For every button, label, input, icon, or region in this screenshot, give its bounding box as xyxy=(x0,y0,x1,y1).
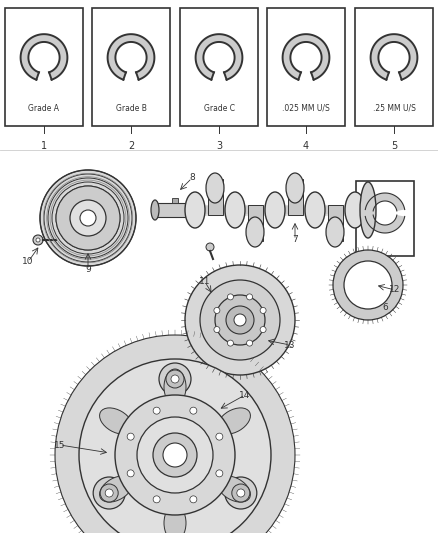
Circle shape xyxy=(153,407,160,414)
Polygon shape xyxy=(371,34,417,80)
Ellipse shape xyxy=(217,408,251,434)
Polygon shape xyxy=(108,34,155,80)
Circle shape xyxy=(234,314,246,326)
Circle shape xyxy=(185,265,295,375)
Circle shape xyxy=(247,340,253,346)
Ellipse shape xyxy=(305,192,325,228)
Polygon shape xyxy=(283,34,329,80)
Text: 3: 3 xyxy=(216,141,222,151)
Circle shape xyxy=(127,433,134,440)
Circle shape xyxy=(227,294,233,300)
Ellipse shape xyxy=(151,200,159,220)
Text: 9: 9 xyxy=(85,265,91,274)
Circle shape xyxy=(115,395,235,515)
Circle shape xyxy=(226,306,254,334)
Bar xyxy=(92,8,170,126)
Bar xyxy=(155,203,190,217)
Bar xyxy=(180,8,258,126)
Ellipse shape xyxy=(265,192,285,228)
Text: 13: 13 xyxy=(284,341,296,350)
Circle shape xyxy=(105,489,113,497)
Circle shape xyxy=(216,470,223,477)
Ellipse shape xyxy=(164,505,186,533)
Polygon shape xyxy=(365,215,405,233)
Text: 11: 11 xyxy=(199,278,211,287)
Circle shape xyxy=(215,295,265,345)
Circle shape xyxy=(225,477,257,509)
Ellipse shape xyxy=(225,192,245,228)
Circle shape xyxy=(137,417,213,493)
Circle shape xyxy=(100,484,118,502)
Text: 6: 6 xyxy=(382,303,388,312)
Circle shape xyxy=(190,407,197,414)
Circle shape xyxy=(247,294,253,300)
Circle shape xyxy=(153,496,160,503)
Ellipse shape xyxy=(164,369,186,405)
Circle shape xyxy=(171,375,179,383)
Ellipse shape xyxy=(99,476,133,502)
Ellipse shape xyxy=(206,173,224,203)
Text: 10: 10 xyxy=(22,257,34,266)
Text: Grade C: Grade C xyxy=(204,104,234,113)
Circle shape xyxy=(55,335,295,533)
Bar xyxy=(355,8,433,126)
Circle shape xyxy=(200,280,280,360)
Bar xyxy=(247,205,262,241)
Ellipse shape xyxy=(360,182,376,238)
Circle shape xyxy=(79,359,271,533)
Circle shape xyxy=(36,238,40,242)
Ellipse shape xyxy=(326,217,344,247)
Circle shape xyxy=(93,477,125,509)
Bar xyxy=(328,205,343,241)
Circle shape xyxy=(127,470,134,477)
Ellipse shape xyxy=(246,217,264,247)
Circle shape xyxy=(214,308,220,313)
Circle shape xyxy=(166,370,184,388)
Bar xyxy=(208,179,223,215)
Circle shape xyxy=(260,308,266,313)
Circle shape xyxy=(159,363,191,395)
Text: Grade B: Grade B xyxy=(116,104,146,113)
Ellipse shape xyxy=(217,476,251,502)
Text: 15: 15 xyxy=(54,440,66,449)
Text: 7: 7 xyxy=(292,236,298,245)
Text: 4: 4 xyxy=(303,141,309,151)
Bar xyxy=(172,198,178,203)
Polygon shape xyxy=(21,34,67,80)
Circle shape xyxy=(80,210,96,226)
Circle shape xyxy=(70,200,106,236)
Circle shape xyxy=(33,235,43,245)
Circle shape xyxy=(260,327,266,333)
Ellipse shape xyxy=(185,192,205,228)
Bar xyxy=(287,179,303,215)
Bar xyxy=(267,8,345,126)
Circle shape xyxy=(163,443,187,467)
Circle shape xyxy=(232,484,250,502)
Circle shape xyxy=(56,186,120,250)
Text: 1: 1 xyxy=(41,141,47,151)
Text: 2: 2 xyxy=(128,141,134,151)
Circle shape xyxy=(40,170,136,266)
Ellipse shape xyxy=(286,173,304,203)
Text: Grade A: Grade A xyxy=(28,104,60,113)
Text: .25 MM U/S: .25 MM U/S xyxy=(373,104,415,113)
Text: 8: 8 xyxy=(189,174,195,182)
Polygon shape xyxy=(196,34,242,80)
Circle shape xyxy=(216,433,223,440)
Ellipse shape xyxy=(345,192,365,228)
Circle shape xyxy=(227,340,233,346)
Bar xyxy=(356,181,414,255)
Text: 14: 14 xyxy=(239,391,251,400)
Circle shape xyxy=(206,243,214,251)
Text: 12: 12 xyxy=(389,286,401,295)
Circle shape xyxy=(214,327,220,333)
Polygon shape xyxy=(365,193,405,211)
Bar xyxy=(5,8,83,126)
Ellipse shape xyxy=(99,408,133,434)
Circle shape xyxy=(153,433,197,477)
Text: 5: 5 xyxy=(391,141,397,151)
Circle shape xyxy=(190,496,197,503)
Text: .025 MM U/S: .025 MM U/S xyxy=(282,104,330,113)
Circle shape xyxy=(237,489,245,497)
